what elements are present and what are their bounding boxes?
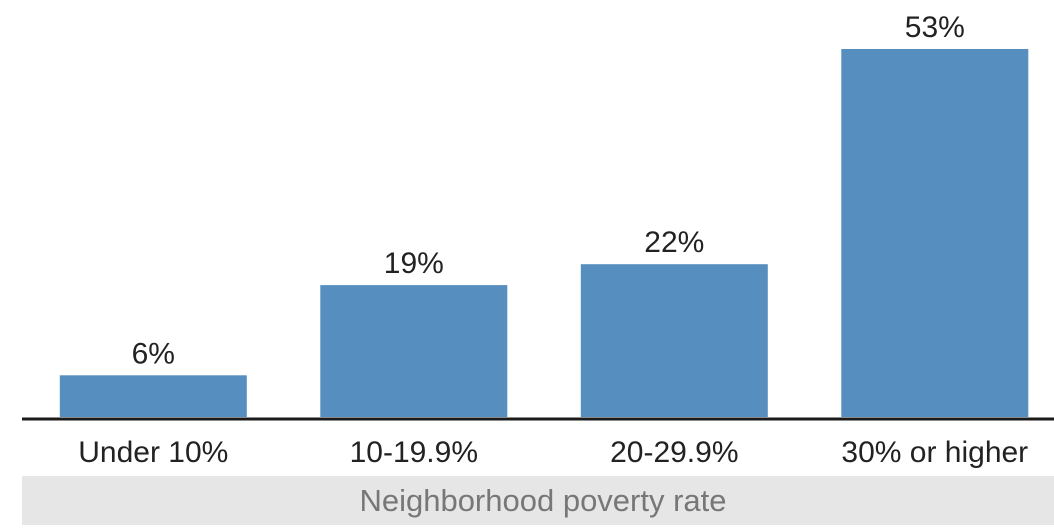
x-axis-title-band bbox=[22, 476, 1054, 525]
x-axis-title: Neighborhood poverty rate bbox=[359, 483, 726, 518]
bar-value-label-0: 6% bbox=[132, 337, 175, 370]
bars-layer bbox=[59, 49, 1029, 417]
bar-value-label-1: 19% bbox=[384, 247, 444, 280]
bar-value-label-3: 53% bbox=[905, 11, 965, 44]
value-labels-layer: 6% 19% 22% 53% bbox=[132, 11, 965, 370]
x-tick-label-2: 20-29.9% bbox=[610, 436, 738, 469]
bar-value-label-2: 22% bbox=[644, 226, 704, 259]
bar-0 bbox=[59, 375, 247, 417]
bar-1 bbox=[320, 285, 508, 417]
bar-3 bbox=[841, 49, 1029, 417]
x-tick-label-0: Under 10% bbox=[78, 436, 228, 469]
x-tick-label-1: 10-19.9% bbox=[350, 436, 478, 469]
x-tick-labels: Under 10% 10-19.9% 20-29.9% 30% or higher bbox=[78, 436, 1028, 469]
bar-2 bbox=[580, 264, 768, 417]
x-tick-label-3: 30% or higher bbox=[841, 436, 1028, 469]
